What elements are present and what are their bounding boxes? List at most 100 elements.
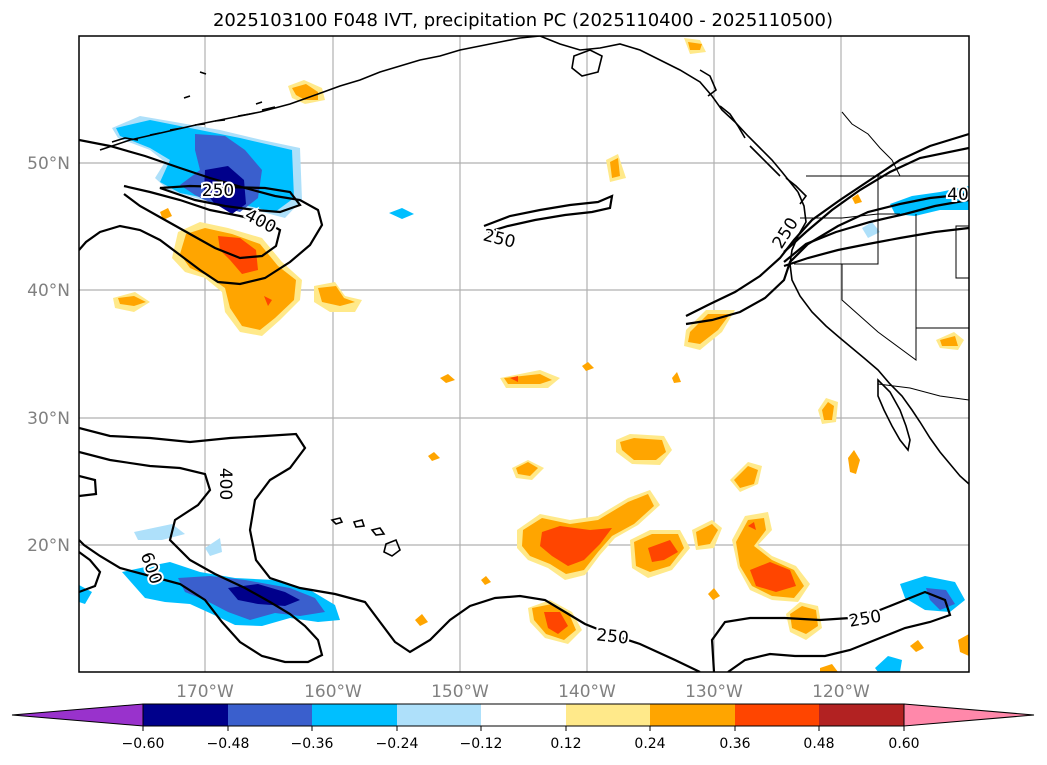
- colorbar-extend-min: [11, 703, 144, 727]
- pos-anomaly-r-high: [540, 526, 612, 566]
- contour-label-40-east: 40: [947, 185, 969, 205]
- map-frame: [78, 35, 970, 673]
- colorbar-tick-4: −0.24: [376, 736, 419, 752]
- pos-anomaly-c: [160, 208, 172, 220]
- ivt-contour-north-250: [79, 138, 324, 286]
- colorbar-ticklines: [142, 726, 905, 731]
- ivt-contour-west-coast-400: [685, 192, 969, 326]
- colorbar-tick-1: −0.60: [122, 736, 165, 752]
- pos-anomaly-u-high-2: [748, 522, 756, 530]
- ivt-contour-sw-400: [79, 450, 324, 664]
- coastlines: [99, 36, 969, 557]
- pos-anomaly-s-high: [648, 540, 678, 562]
- pos-anomaly-m-mid: [620, 438, 666, 460]
- pos-anomaly-d-mid: [688, 42, 702, 50]
- pos-anomaly-y: [481, 576, 491, 585]
- mexico-border: [877, 383, 969, 401]
- colorbar-bin-3: [312, 704, 397, 726]
- pos-anomaly-i: [440, 374, 455, 383]
- lon-tick-130w: 130°W: [685, 682, 743, 702]
- pos-anomaly-high-2: [264, 296, 272, 306]
- pos-anomaly-o-mid: [516, 462, 538, 476]
- utah-border: [955, 225, 969, 279]
- latitude-ticks: 50°N 40°N 30°N 20°N: [27, 154, 70, 556]
- neg-anomaly-south-light-2: [205, 538, 222, 556]
- ivt-contour-mid-250: [483, 194, 614, 234]
- colorbar-bin-2: [228, 704, 312, 726]
- ivt-contours: [79, 132, 969, 672]
- colorbar-extend-max: [903, 703, 1035, 727]
- lon-tick-150w: 150°W: [431, 682, 489, 702]
- pos-anomaly-high: [218, 236, 258, 274]
- pos-anomaly-g-mid: [940, 336, 958, 346]
- pos-anomaly-cc: [820, 664, 838, 672]
- baja-california: [877, 378, 911, 452]
- pos-anomaly-dd: [852, 194, 862, 204]
- pos-anomaly-z: [708, 588, 720, 600]
- map-panel: 250 400 250 250 40 400 600 250 250: [79, 36, 969, 672]
- colorbar-bin-6: [566, 704, 650, 726]
- colorbar-tick-6: 0.12: [550, 736, 581, 752]
- ivt-contour-sw-250: [79, 426, 701, 672]
- pos-anomaly-t-mid: [696, 524, 718, 546]
- bc-alberta-border: [841, 111, 901, 177]
- colorbar-tick-8: 0.36: [719, 736, 750, 752]
- lon-tick-160w: 160°W: [304, 682, 362, 702]
- colorbar-bin-4: [397, 704, 481, 726]
- pos-anomaly-aa: [910, 640, 924, 652]
- lat-tick-30: 30°N: [27, 409, 70, 429]
- neg-anomaly-small: [389, 208, 414, 219]
- pos-anomaly-v-high: [544, 612, 568, 634]
- colorbar-tick-10: 0.60: [888, 736, 919, 752]
- idaho-border: [877, 214, 917, 328]
- pos-anomaly-h-mid: [504, 374, 552, 384]
- contour-label-400-sw: 400: [215, 468, 235, 500]
- lat-tick-50: 50°N: [27, 154, 70, 174]
- pos-anomaly-u-high: [750, 562, 796, 592]
- pos-anomaly-e-mid: [610, 158, 620, 178]
- neg-anomaly-max: [204, 166, 246, 214]
- colorbar: −0.60 −0.48 −0.36 −0.24 −0.12 0.12 0.24 …: [11, 703, 1035, 752]
- ivt-contour-se-250: [710, 590, 952, 672]
- colorbar-bin-8: [735, 704, 819, 726]
- nevada-border: [841, 264, 969, 361]
- longitude-ticks: 170°W 160°W 150°W 140°W 130°W 120°W: [176, 682, 870, 702]
- neg-anomaly-east-light: [862, 222, 880, 238]
- colorbar-tick-3: −0.36: [291, 736, 334, 752]
- pos-anomaly-x: [415, 614, 428, 626]
- colorbar-frame: [142, 703, 905, 727]
- lon-tick-120w: 120°W: [812, 682, 870, 702]
- ivt-contour-sw-inner: [79, 474, 98, 498]
- pos-anomaly-b-mid: [118, 296, 146, 306]
- colorbar-tick-9: 0.48: [803, 736, 834, 752]
- colorbar-tick-2: −0.48: [207, 736, 250, 752]
- pos-anomaly-bb: [958, 634, 969, 656]
- map-title: 2025103100 F048 IVT, precipitation PC (2…: [213, 10, 833, 31]
- aleutians-a: [111, 106, 276, 143]
- west-coast: [789, 191, 969, 485]
- ivt-contour-north-400: [123, 184, 282, 260]
- ivt-contour-west-coast-250: [685, 132, 969, 317]
- colorbar-tick-5: −0.12: [460, 736, 503, 752]
- colorbar-bin-1: [143, 704, 228, 726]
- colorbar-bin-7: [650, 704, 735, 726]
- ivt-contour-sw-600: [79, 551, 102, 594]
- pos-anomaly-h-high: [510, 376, 518, 382]
- colorbar-bin-9: [819, 704, 904, 726]
- pos-anomaly-n: [428, 452, 440, 461]
- neg-anomaly-se-2: [875, 656, 902, 672]
- kodiak-island: [571, 49, 603, 77]
- colorbar-tick-7: 0.24: [634, 736, 665, 752]
- contour-label-250-nw: 250: [202, 181, 234, 201]
- pos-anomaly-p-mid: [734, 466, 758, 488]
- pos-anomaly-l-mid: [822, 402, 834, 420]
- lon-tick-140w: 140°W: [558, 682, 616, 702]
- alaska-gulf-coast: [539, 36, 799, 193]
- colorbar-bin-5: [481, 704, 566, 726]
- bering-islands: [183, 71, 263, 105]
- hawaii-islands: [330, 517, 401, 557]
- pos-anomaly-q: [848, 450, 860, 474]
- neg-anomaly-east: [890, 186, 969, 216]
- ivt-contour-north-inner: [159, 184, 302, 214]
